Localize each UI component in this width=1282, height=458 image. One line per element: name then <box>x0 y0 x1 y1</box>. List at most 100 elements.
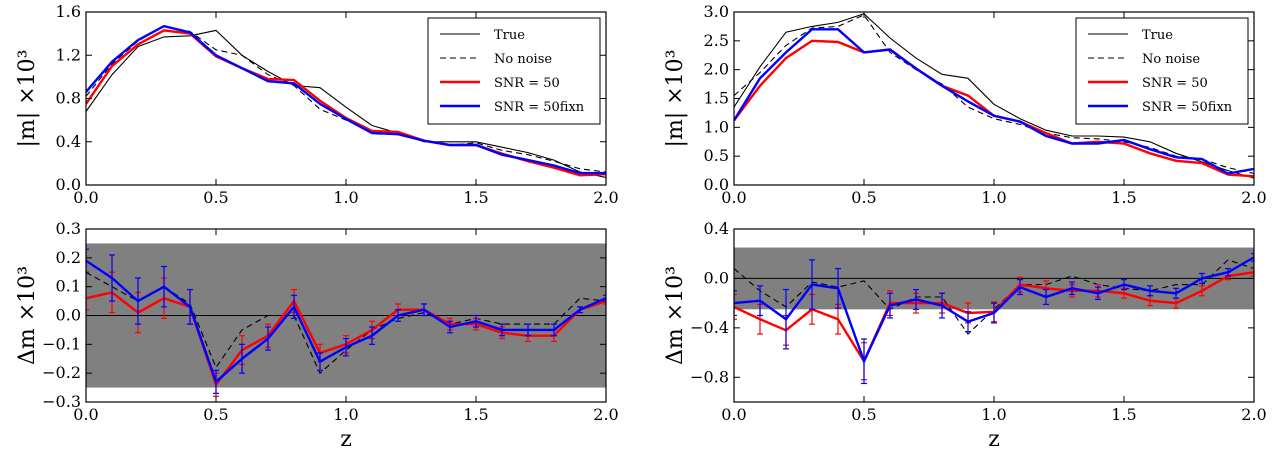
data-point-snr-50fixn <box>1045 135 1047 137</box>
x-tick-label: 0.0 <box>73 405 98 424</box>
y-tick-label: 0.4 <box>56 132 81 151</box>
data-point-snr-50fixn <box>397 133 399 135</box>
error-bar-snr-50fixn <box>809 259 815 310</box>
data-point-snr-50 <box>759 85 761 87</box>
data-point-no-noise <box>993 118 995 120</box>
data-point-snr-50fixn <box>785 52 787 54</box>
data-point-snr-50fixn <box>1123 139 1125 141</box>
data-point-snr-50 <box>1175 160 1177 162</box>
data-point-no-noise <box>267 315 269 317</box>
data-point-snr-50fixn <box>915 68 917 70</box>
y-tick-label: 2.0 <box>704 60 729 79</box>
x-tick-label: 1.5 <box>463 188 488 207</box>
error-bar-snr-50fixn <box>369 326 375 345</box>
x-tick-label: 0.0 <box>721 405 746 424</box>
data-point-no-noise <box>889 52 891 54</box>
x-tick-label: 0.5 <box>203 405 228 424</box>
data-point-snr-50fixn <box>1149 148 1151 150</box>
error-bar-snr-50fixn <box>965 311 971 333</box>
error-bar-snr-50fixn <box>187 288 193 325</box>
error-bar-snr-50fixn <box>835 267 841 309</box>
y-axis-label: |m| ×10³ <box>15 50 40 148</box>
data-point-snr-50fixn <box>1019 121 1021 123</box>
data-point-snr-50fixn <box>137 39 139 41</box>
data-point-no-noise <box>1227 167 1229 169</box>
series-line-true <box>734 13 1254 179</box>
data-point-snr-50fixn <box>475 144 477 146</box>
data-point-true <box>1149 141 1151 143</box>
data-point-snr-50fixn <box>241 67 243 69</box>
data-point-true <box>527 152 529 154</box>
data-point-snr-50 <box>1045 132 1047 134</box>
error-bar-snr-50fixn <box>913 288 919 310</box>
data-point-snr-50fixn <box>111 61 113 63</box>
data-point-true <box>1097 135 1099 137</box>
x-tick-label: 2.0 <box>593 405 618 424</box>
legend-label-snr-50fixn: SNR = 50fixn <box>494 100 585 115</box>
error-bar-snr-50fixn <box>1069 281 1075 296</box>
data-point-no-noise <box>1175 284 1177 286</box>
error-bar-snr-50fixn <box>265 326 271 351</box>
data-point-true <box>811 26 813 28</box>
legend: True No noise SNR = 50 SNR = 50fixn <box>427 17 601 125</box>
error-bar-snr-50fixn <box>395 309 401 322</box>
data-point-no-noise <box>319 372 321 374</box>
data-point-snr-50 <box>811 40 813 42</box>
error-bar-snr-50fixn <box>499 323 505 337</box>
x-tick-label: 1.0 <box>981 405 1006 424</box>
error-bar-snr-50fixn <box>135 277 141 325</box>
x-tick-label: 1.5 <box>1111 188 1136 207</box>
data-point-snr-50fixn <box>267 80 269 82</box>
data-point-snr-50fixn <box>837 29 839 31</box>
data-point-snr-50 <box>163 30 165 32</box>
data-point-snr-50fixn <box>371 132 373 134</box>
x-tick-label: 2.0 <box>1241 188 1266 207</box>
legend-label-snr-50: SNR = 50 <box>1142 76 1208 91</box>
y-tick-label: 0.0 <box>56 175 81 194</box>
data-point-snr-50fixn <box>163 25 165 27</box>
y-tick-label: 0.0 <box>56 306 81 325</box>
plot-area <box>86 248 606 397</box>
error-bar-snr-50fixn <box>603 294 606 302</box>
data-point-no-noise <box>319 109 321 111</box>
data-point-true <box>915 57 917 59</box>
y-tick-label: 1.0 <box>704 117 729 136</box>
data-point-true <box>111 74 113 76</box>
error-bar-snr-50fixn <box>447 320 453 334</box>
y-tick-label: 1.2 <box>56 45 81 64</box>
data-point-snr-50 <box>1201 162 1203 164</box>
legend: True No noise SNR = 50 SNR = 50fixn <box>1075 17 1249 125</box>
data-point-true <box>345 106 347 108</box>
data-point-true <box>319 87 321 89</box>
error-bar-snr-50fixn <box>887 292 893 319</box>
data-point-snr-50 <box>397 131 399 133</box>
series-line-no-noise <box>734 14 1254 175</box>
data-point-snr-50fixn <box>993 115 995 117</box>
y-tick-label: 0.2 <box>56 248 81 267</box>
data-point-true <box>241 54 243 56</box>
error-bar-snr-50fixn <box>861 338 867 385</box>
y-tick-label: 0.4 <box>704 219 729 238</box>
y-tick-label: 0.3 <box>56 219 81 238</box>
legend-label-no-noise: No noise <box>1142 52 1200 67</box>
data-point-true <box>553 159 555 161</box>
error-bar-snr-50fixn <box>1043 288 1049 305</box>
error-bar-snr-50fixn <box>239 343 245 374</box>
data-point-no-noise <box>1019 124 1021 126</box>
data-point-no-noise <box>527 154 529 156</box>
x-tick-label: 1.5 <box>463 405 488 424</box>
data-point-no-noise <box>267 74 269 76</box>
y-axis-label: Δm ×10³ <box>15 266 40 365</box>
data-point-snr-50fixn <box>811 29 813 31</box>
data-point-no-noise <box>579 297 581 299</box>
data-point-snr-50fixn <box>215 54 217 56</box>
data-point-true <box>759 66 761 68</box>
series-line-snr-50fixn <box>734 28 1254 175</box>
data-point-snr-50 <box>837 41 839 43</box>
data-point-true <box>1071 135 1073 137</box>
data-point-snr-50fixn <box>1175 157 1177 159</box>
data-point-true <box>1175 152 1177 154</box>
legend-label-true: True <box>1142 28 1173 43</box>
data-point-no-noise <box>1201 284 1203 286</box>
series-line-true <box>86 29 606 178</box>
